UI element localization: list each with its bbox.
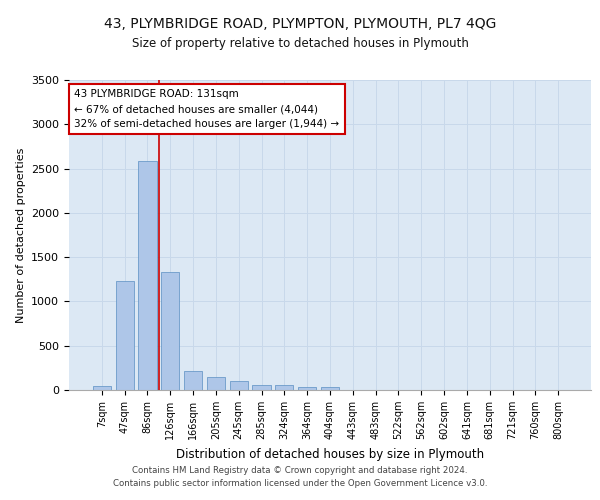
Text: Size of property relative to detached houses in Plymouth: Size of property relative to detached ho… bbox=[131, 38, 469, 51]
Bar bbox=[275, 385, 293, 390]
Bar bbox=[321, 388, 339, 390]
Bar bbox=[230, 381, 248, 390]
Bar bbox=[116, 281, 134, 390]
Bar bbox=[184, 372, 202, 390]
Y-axis label: Number of detached properties: Number of detached properties bbox=[16, 148, 26, 322]
Text: 43, PLYMBRIDGE ROAD, PLYMPTON, PLYMOUTH, PL7 4QG: 43, PLYMBRIDGE ROAD, PLYMPTON, PLYMOUTH,… bbox=[104, 18, 496, 32]
Bar bbox=[253, 385, 271, 390]
Bar bbox=[93, 386, 111, 390]
Text: Contains HM Land Registry data © Crown copyright and database right 2024.
Contai: Contains HM Land Registry data © Crown c… bbox=[113, 466, 487, 487]
Bar bbox=[139, 160, 157, 390]
Bar bbox=[161, 272, 179, 390]
X-axis label: Distribution of detached houses by size in Plymouth: Distribution of detached houses by size … bbox=[176, 448, 484, 460]
Bar bbox=[298, 388, 316, 390]
Text: 43 PLYMBRIDGE ROAD: 131sqm
← 67% of detached houses are smaller (4,044)
32% of s: 43 PLYMBRIDGE ROAD: 131sqm ← 67% of deta… bbox=[74, 90, 340, 129]
Bar bbox=[207, 376, 225, 390]
